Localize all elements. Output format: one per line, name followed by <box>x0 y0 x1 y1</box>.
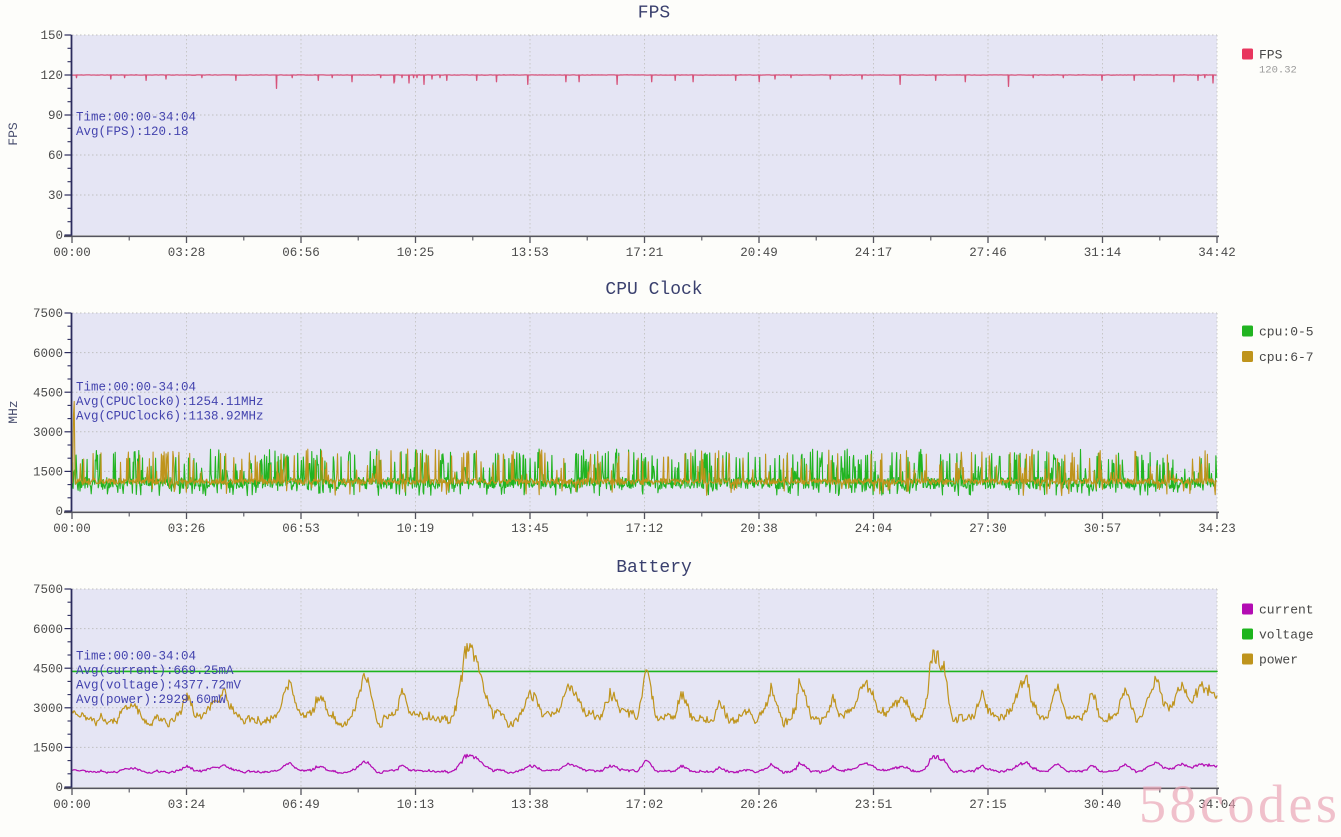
svg-text:120.32: 120.32 <box>1259 65 1297 77</box>
svg-text:FPS: FPS <box>1259 48 1283 63</box>
svg-text:23:51: 23:51 <box>855 798 893 812</box>
svg-text:Avg(voltage):4377.72mV: Avg(voltage):4377.72mV <box>76 679 242 693</box>
svg-text:60: 60 <box>48 149 63 163</box>
svg-text:Time:00:00-34:04: Time:00:00-34:04 <box>76 381 196 395</box>
svg-text:34:23: 34:23 <box>1198 522 1236 536</box>
svg-text:Time:00:00-34:04: Time:00:00-34:04 <box>76 111 196 125</box>
svg-text:00:00: 00:00 <box>53 522 91 536</box>
svg-text:1500: 1500 <box>33 742 63 756</box>
svg-text:FPS: FPS <box>6 122 21 146</box>
svg-text:CPU Clock: CPU Clock <box>605 280 702 300</box>
svg-text:4500: 4500 <box>33 386 63 400</box>
svg-text:3000: 3000 <box>33 426 63 440</box>
svg-text:MHz: MHz <box>6 400 21 423</box>
svg-text:30:57: 30:57 <box>1084 522 1122 536</box>
svg-text:27:30: 27:30 <box>969 522 1007 536</box>
svg-text:13:45: 13:45 <box>511 522 549 536</box>
svg-text:13:53: 13:53 <box>511 246 549 260</box>
svg-text:30: 30 <box>48 189 63 203</box>
svg-text:13:38: 13:38 <box>511 798 549 812</box>
svg-text:Avg(current):669.25mA: Avg(current):669.25mA <box>76 664 234 678</box>
svg-text:0: 0 <box>55 229 63 243</box>
svg-text:00:00: 00:00 <box>53 798 91 812</box>
svg-text:Time:00:00-34:04: Time:00:00-34:04 <box>76 650 196 664</box>
svg-text:Avg(CPUClock6):1138.92MHz: Avg(CPUClock6):1138.92MHz <box>76 410 264 424</box>
svg-text:voltage: voltage <box>1259 628 1314 643</box>
svg-text:0: 0 <box>55 781 63 795</box>
svg-text:0: 0 <box>55 505 63 519</box>
svg-text:6000: 6000 <box>33 623 63 637</box>
svg-text:17:12: 17:12 <box>626 522 664 536</box>
svg-text:30:40: 30:40 <box>1084 798 1122 812</box>
svg-text:03:26: 03:26 <box>168 522 206 536</box>
svg-text:1500: 1500 <box>33 466 63 480</box>
svg-text:58codes: 58codes <box>1139 774 1340 832</box>
svg-text:27:46: 27:46 <box>969 246 1007 260</box>
svg-text:24:17: 24:17 <box>855 246 893 260</box>
svg-text:27:15: 27:15 <box>969 798 1007 812</box>
svg-text:current: current <box>1259 603 1314 618</box>
svg-text:06:49: 06:49 <box>282 798 320 812</box>
svg-text:17:21: 17:21 <box>626 246 664 260</box>
svg-text:7500: 7500 <box>33 583 63 597</box>
svg-text:31:14: 31:14 <box>1084 246 1122 260</box>
svg-text:34:04: 34:04 <box>1198 798 1236 812</box>
svg-text:power: power <box>1259 653 1298 668</box>
svg-text:34:42: 34:42 <box>1198 246 1236 260</box>
svg-text:Avg(power):2929.60mW: Avg(power):2929.60mW <box>76 693 227 707</box>
svg-text:cpu:0-5: cpu:0-5 <box>1259 325 1314 340</box>
svg-text:Battery: Battery <box>616 558 692 578</box>
svg-text:00:00: 00:00 <box>53 246 91 260</box>
svg-text:24:04: 24:04 <box>855 522 893 536</box>
svg-text:6000: 6000 <box>33 347 63 361</box>
svg-text:03:24: 03:24 <box>168 798 206 812</box>
svg-text:10:13: 10:13 <box>397 798 435 812</box>
svg-text:FPS: FPS <box>638 4 670 24</box>
svg-text:7500: 7500 <box>33 307 63 321</box>
svg-text:4500: 4500 <box>33 662 63 676</box>
svg-text:10:25: 10:25 <box>397 246 435 260</box>
svg-text:17:02: 17:02 <box>626 798 664 812</box>
svg-text:10:19: 10:19 <box>397 522 435 536</box>
svg-text:06:56: 06:56 <box>282 246 320 260</box>
svg-text:20:26: 20:26 <box>740 798 778 812</box>
svg-text:cpu:6-7: cpu:6-7 <box>1259 350 1314 365</box>
svg-text:3000: 3000 <box>33 702 63 716</box>
svg-text:20:49: 20:49 <box>740 246 778 260</box>
svg-text:Avg(FPS):120.18: Avg(FPS):120.18 <box>76 125 189 139</box>
svg-text:20:38: 20:38 <box>740 522 778 536</box>
svg-text:150: 150 <box>40 29 63 43</box>
svg-text:03:28: 03:28 <box>168 246 206 260</box>
svg-text:90: 90 <box>48 109 63 123</box>
svg-text:120: 120 <box>40 69 63 83</box>
svg-text:06:53: 06:53 <box>282 522 320 536</box>
svg-text:Avg(CPUClock0):1254.11MHz: Avg(CPUClock0):1254.11MHz <box>76 395 264 409</box>
